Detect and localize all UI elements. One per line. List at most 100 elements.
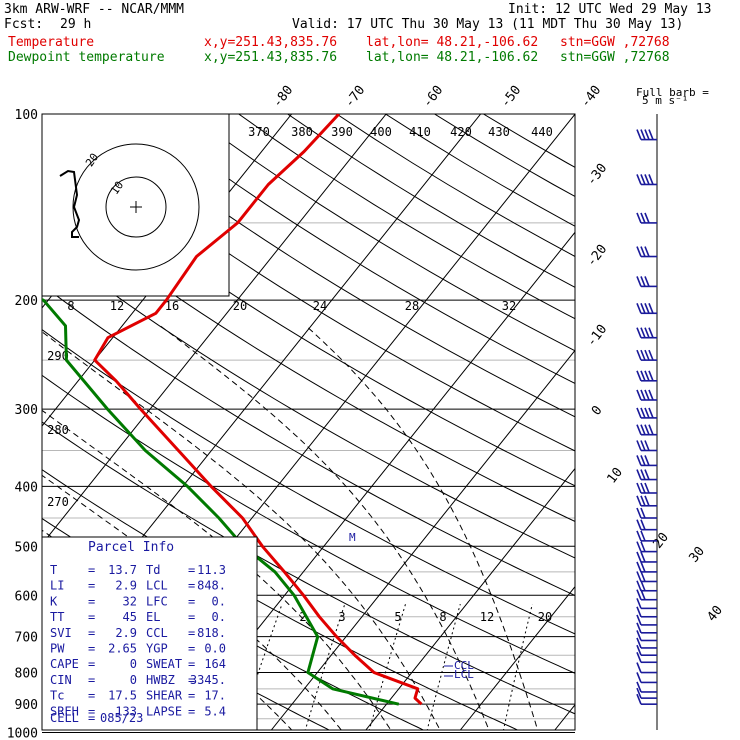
parcel-value: 13.7 bbox=[108, 563, 137, 577]
parcel-key: YGP bbox=[146, 642, 168, 656]
isotherm-line bbox=[0, 114, 8, 730]
wind-barb bbox=[636, 407, 657, 419]
wind-barb bbox=[636, 174, 657, 186]
wind-barb-flag bbox=[636, 389, 642, 401]
wind-barb-flag bbox=[640, 530, 646, 542]
wind-barb-flag bbox=[644, 212, 650, 224]
wind-barb-flag bbox=[648, 129, 654, 140]
wind-barb bbox=[636, 630, 657, 642]
wind-barb-flag bbox=[636, 370, 642, 382]
barb-legend-line2: 5 m s⁻¹ bbox=[642, 94, 688, 107]
parcel-eq: = bbox=[88, 594, 95, 608]
parcel-value: 17. bbox=[204, 689, 226, 703]
theta-side-label: 290 bbox=[47, 349, 69, 363]
speed-label: 20 bbox=[233, 299, 247, 313]
wind-barb-flag bbox=[640, 129, 646, 140]
wind-barb bbox=[636, 561, 657, 573]
wind-barb-flag bbox=[640, 519, 646, 530]
isotherm-line bbox=[554, 703, 575, 730]
parcel-value: 2.9 bbox=[115, 626, 137, 640]
speed-label: 32 bbox=[502, 299, 516, 313]
wind-barb-flag bbox=[644, 302, 650, 314]
parcel-eq: = bbox=[88, 704, 95, 718]
forecast-hour: 29 h bbox=[60, 17, 92, 32]
parcel-key: SWEAT bbox=[146, 657, 182, 671]
wind-barb bbox=[636, 622, 657, 634]
wind-barb-flag bbox=[636, 622, 642, 634]
wind-barb-flag bbox=[640, 212, 646, 224]
parcel-key: Td bbox=[146, 563, 160, 577]
parcel-value: 3345. bbox=[190, 673, 226, 687]
pressure-label: 900 bbox=[15, 698, 38, 713]
plot-frame bbox=[41, 113, 576, 731]
dry-adiabat bbox=[91, 114, 575, 418]
wind-barb bbox=[636, 637, 657, 649]
parcel-key: PW bbox=[50, 642, 65, 656]
legend-dewpoint-name: Dewpoint temperature bbox=[8, 50, 165, 65]
parcel-key: LI bbox=[50, 579, 64, 593]
wind-barb bbox=[636, 302, 657, 315]
wind-barb-flag bbox=[644, 370, 650, 382]
dry-adiabat bbox=[42, 284, 575, 597]
forecast-label: Fcst: bbox=[4, 17, 44, 32]
dry-adiabat bbox=[42, 154, 575, 487]
wind-barb-flag bbox=[640, 424, 646, 435]
wind-barb-flag bbox=[636, 687, 642, 699]
dry-adiabat bbox=[336, 114, 575, 258]
annotation-ccl: CCL bbox=[454, 659, 474, 672]
annotation-m: M bbox=[349, 531, 356, 544]
wind-barb-flag bbox=[640, 246, 646, 257]
theta-label: 410 bbox=[409, 125, 431, 139]
speed-label: 12 bbox=[110, 299, 124, 313]
parcel-value: 32 bbox=[123, 594, 137, 608]
wind-barb-flag bbox=[636, 530, 642, 542]
parcel-key: CAPE bbox=[50, 657, 79, 671]
isotherm-label: -80 bbox=[270, 83, 296, 111]
parcel-key: LCL bbox=[146, 579, 168, 593]
parcel-value: 2.9 bbox=[115, 579, 137, 593]
wind-barb bbox=[636, 651, 657, 664]
wind-barb-flag bbox=[636, 302, 642, 314]
wind-barb bbox=[636, 693, 657, 705]
pressure-label: 600 bbox=[15, 589, 38, 604]
moist-adiabat bbox=[42, 409, 392, 730]
wind-barb-flag bbox=[644, 424, 650, 435]
barb-legend-line1: Full barb = bbox=[636, 86, 709, 99]
isotherm-label: 40 bbox=[705, 603, 726, 625]
parcel-title: Parcel Info bbox=[88, 540, 174, 555]
dry-adiabat bbox=[42, 114, 575, 452]
isotherm-line bbox=[270, 349, 575, 730]
wind-barb bbox=[636, 571, 657, 583]
wind-barb-flag bbox=[636, 551, 642, 563]
wind-barb bbox=[636, 551, 657, 563]
parcel-value: 818. bbox=[197, 626, 226, 640]
wind-barb-flag bbox=[636, 681, 642, 693]
wind-barb-flag bbox=[636, 407, 642, 419]
theta-label: 400 bbox=[370, 125, 392, 139]
isotherm-label: -20 bbox=[584, 242, 610, 270]
wind-barb-flag bbox=[648, 174, 654, 185]
parcel-key: K bbox=[50, 594, 58, 608]
wind-barb-flag bbox=[636, 129, 642, 140]
parcel-eq: = bbox=[88, 689, 95, 703]
dewpoint-line bbox=[42, 297, 400, 706]
parcel-value: 133 bbox=[115, 704, 137, 718]
wind-barb-flag bbox=[640, 482, 646, 494]
parcel-eq: = bbox=[88, 626, 95, 640]
mixing-ratio-line bbox=[368, 603, 406, 730]
valid-time: Valid: 17 UTC Thu 30 May 13 (11 MDT Thu … bbox=[292, 17, 684, 32]
wind-barb-flag bbox=[640, 389, 646, 401]
pressure-label: 800 bbox=[15, 667, 38, 682]
dry-adiabat bbox=[140, 114, 575, 385]
wind-barb-flag bbox=[644, 349, 650, 361]
parcel-eq: = bbox=[88, 579, 95, 593]
wind-barb-flag bbox=[640, 580, 646, 592]
wind-barb-flag bbox=[640, 327, 646, 339]
dry-adiabat bbox=[42, 421, 575, 715]
isotherm-label: -30 bbox=[584, 161, 610, 189]
wind-barb-flag bbox=[636, 651, 642, 663]
parcel-value: 17.5 bbox=[108, 689, 137, 703]
wind-barb-flag bbox=[648, 407, 654, 419]
wind-barb-flag bbox=[640, 174, 646, 185]
